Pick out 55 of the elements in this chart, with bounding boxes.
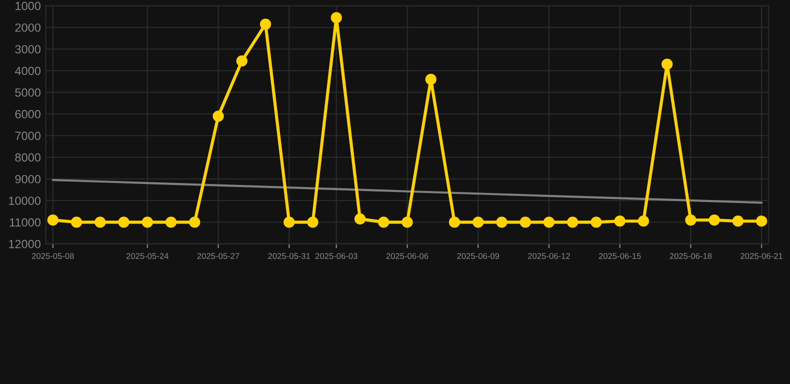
y-tick-label: 3000 <box>15 45 40 54</box>
point <box>284 216 295 228</box>
point <box>212 110 224 122</box>
point <box>402 216 413 228</box>
y-tick-label: 2000 <box>15 23 40 32</box>
x-tick-label: 2025-06-15 <box>598 253 641 259</box>
y-tick-label: 11000 <box>10 218 40 227</box>
point <box>189 216 200 228</box>
point <box>520 216 531 228</box>
y-tick-label: 9000 <box>15 174 40 184</box>
point <box>756 216 768 227</box>
x-tick-label: 2025-05-27 <box>197 253 240 259</box>
y-tick-label: 8000 <box>15 153 40 162</box>
y-tick-label: 12000 <box>9 240 40 248</box>
point <box>47 214 58 226</box>
point <box>236 55 248 67</box>
y-tick-label: 1000 <box>16 2 40 10</box>
x-tick-label: 2025-05-24 <box>126 253 168 259</box>
y-tick-label: 10000 <box>9 196 40 205</box>
point <box>472 216 484 228</box>
point <box>142 216 153 228</box>
point <box>685 214 696 226</box>
point <box>496 216 508 228</box>
point <box>307 216 318 228</box>
point <box>330 12 342 24</box>
y-tick-label: 6000 <box>15 110 40 118</box>
point <box>614 216 626 227</box>
point <box>638 216 650 227</box>
y-tick-label: 7000 <box>15 132 40 140</box>
point <box>354 213 366 225</box>
y-tick-label: 4000 <box>14 66 40 76</box>
y-tick-label: 5000 <box>15 88 40 97</box>
point <box>662 58 673 70</box>
point <box>448 216 460 228</box>
x-tick-label: 2025-06-18 <box>670 253 712 259</box>
point <box>732 216 744 227</box>
point <box>425 74 436 85</box>
x-tick-label: 2025-06-03 <box>315 253 358 259</box>
point <box>378 216 390 228</box>
line-series <box>52 178 763 204</box>
point <box>708 214 720 226</box>
point <box>165 216 177 228</box>
point <box>94 216 106 228</box>
x-tick-label: 2025-06-09 <box>457 253 500 259</box>
point <box>590 216 602 228</box>
x-tick-label: 2025-05-08 <box>32 253 74 259</box>
x-tick-label: 2025-06-12 <box>528 253 570 259</box>
x-tick-label: 2025-05-31 <box>268 253 310 259</box>
point <box>70 216 82 228</box>
point <box>260 18 272 30</box>
x-tick-label: 2025-06-21 <box>740 253 782 259</box>
point <box>118 216 130 228</box>
point <box>567 216 578 228</box>
point <box>543 216 555 228</box>
x-tick-label: 2025-06-06 <box>386 253 428 259</box>
